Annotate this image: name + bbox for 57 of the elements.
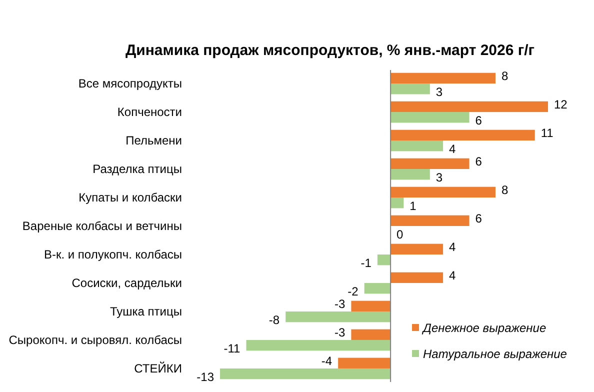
data-label: -13: [196, 370, 214, 384]
bar: [390, 130, 535, 141]
y-tick-label: Тушка птицы: [110, 304, 182, 318]
bar: [286, 311, 391, 322]
bar: [390, 72, 496, 84]
data-label: 12: [554, 98, 568, 112]
bar: [351, 329, 391, 340]
data-label: 4: [449, 268, 456, 283]
y-tick-label: Купаты и колбаски: [78, 190, 182, 205]
legend-label: Натуральное выражение: [423, 347, 568, 361]
y-tick-label: СТЕЙКИ: [134, 361, 182, 376]
data-label: 8: [502, 183, 509, 198]
y-tick-label: Сосиски, сардельки: [72, 276, 182, 290]
bar: [220, 368, 391, 380]
bar: [377, 254, 391, 266]
y-tick-label: В-к. и полукопч. колбасы: [44, 247, 182, 262]
bar: [390, 84, 430, 94]
bar: [390, 140, 444, 152]
bar: [338, 358, 391, 368]
data-label: -11: [224, 341, 241, 356]
data-label: 8: [502, 69, 509, 84]
y-tick-label: Сырокопч. и сыровял. колбасы: [8, 332, 182, 347]
data-label: 6: [475, 154, 482, 169]
data-label: -2: [348, 284, 359, 298]
chart-title: Динамика продаж мясопродуктов, % янв.-март 2026 г/г: [125, 42, 535, 59]
data-label: -3: [334, 297, 346, 312]
data-label: -1: [360, 256, 372, 270]
data-label: 11: [540, 126, 554, 140]
bar: [390, 186, 496, 198]
data-label: 1: [410, 198, 417, 213]
bar: [390, 244, 444, 254]
legend-label: Денежное выражение: [421, 321, 546, 335]
bar: [390, 158, 470, 170]
bar: [364, 282, 391, 294]
data-label: 4: [449, 142, 456, 156]
data-label: -4: [321, 354, 332, 368]
data-label: 6: [475, 212, 482, 226]
y-tick-label: Все мясопродукты: [78, 76, 182, 91]
data-label: -8: [268, 312, 280, 327]
bar: [390, 215, 470, 226]
data-label: -3: [334, 326, 346, 340]
bar: [390, 169, 430, 180]
y-tick-label: Разделка птицы: [92, 162, 182, 176]
y-tick-label: Пельмени: [126, 134, 182, 148]
bar: [390, 272, 444, 283]
data-label: 6: [475, 113, 482, 128]
bar: [390, 198, 404, 208]
data-label: 0: [396, 227, 404, 242]
y-tick-label: Вареные колбасы и ветчины: [22, 219, 182, 233]
data-label: 3: [436, 84, 443, 99]
bar: [390, 112, 470, 123]
data-label: 4: [449, 240, 456, 254]
bar: [351, 300, 391, 312]
bar: [246, 340, 391, 351]
y-tick-label: Копчености: [117, 105, 182, 120]
data-label: 3: [436, 170, 443, 184]
bar: [390, 101, 548, 112]
